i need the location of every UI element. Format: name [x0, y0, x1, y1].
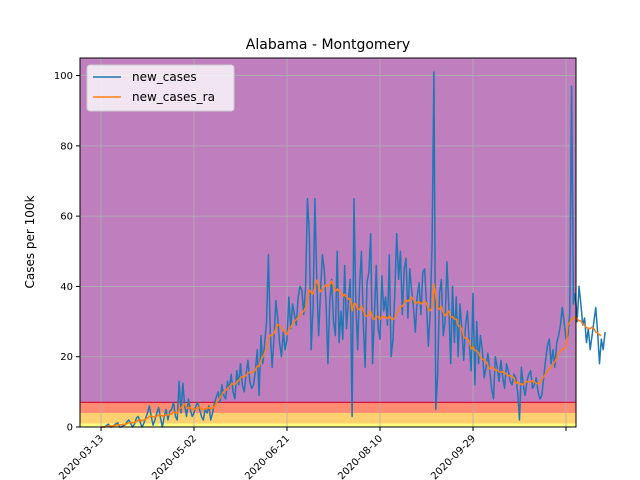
series-line-new_cases_ra	[101, 279, 602, 428]
y-tick-label: 40	[60, 282, 73, 293]
legend-label: new_cases_ra	[132, 90, 215, 104]
legend-box	[86, 64, 235, 112]
band-1	[80, 412, 576, 424]
x-tick-label: 2020-08-10	[336, 433, 385, 480]
band-2	[80, 402, 576, 413]
y-tick-label: 80	[60, 141, 73, 152]
background-bands	[80, 58, 576, 427]
legend: new_cases new_cases_ra	[86, 64, 235, 112]
y-tick-label: 20	[60, 352, 73, 363]
x-tick-label: 2020-09-29	[429, 433, 478, 480]
x-tick-label: 2020-05-02	[150, 433, 199, 480]
plot-frame	[79, 57, 577, 428]
y-axis-label: Cases per 100k	[23, 195, 37, 288]
series-lines	[101, 71, 606, 428]
chart-title: Alabama - Montgomery	[246, 37, 410, 53]
y-tick-label: 0	[67, 423, 73, 434]
band-0	[80, 423, 576, 427]
y-axis: 0 20 40 60 80 100	[54, 71, 80, 434]
x-axis: 2020-03-13 2020-05-02 2020-06-21 2020-08-10…	[57, 427, 567, 480]
x-tick-label: 2020-03-13	[57, 433, 106, 480]
x-tick-label: 2020-06-21	[243, 433, 292, 480]
y-tick-label: 100	[54, 71, 73, 82]
legend-label: new_cases	[132, 70, 197, 84]
y-tick-label: 60	[60, 212, 73, 223]
